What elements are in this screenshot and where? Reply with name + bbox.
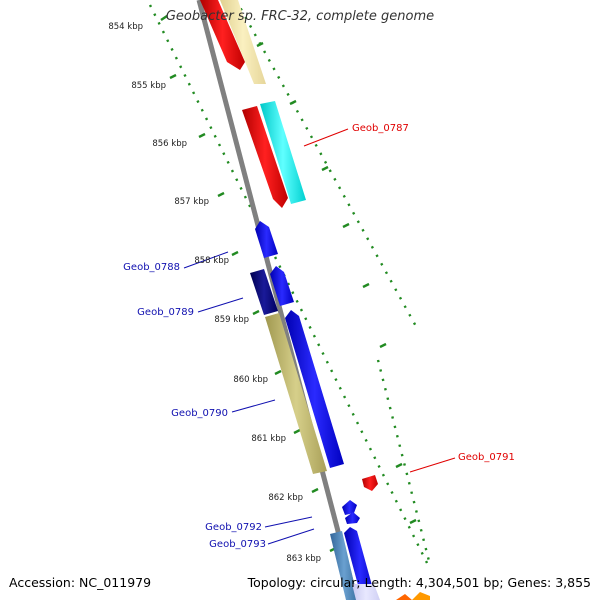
tick-label: 860 kbp [233,375,268,385]
tick-label: 854 kbp [108,22,143,32]
gene-features [200,0,430,600]
major-ticks [160,15,337,553]
tick-label: 858 kbp [194,256,229,266]
gene-label-geob-0792[interactable]: Geob_0792 [205,522,262,533]
tick-label: 861 kbp [251,434,286,444]
gene-feature [255,221,278,258]
tick-label: 856 kbp [152,139,187,149]
tick-label: 863 kbp [286,554,321,564]
tick-label: 857 kbp [174,197,209,207]
accession-text: Accession: NC_011979 [9,575,152,590]
genome-summary-text: Topology: circular; Length: 4,304,501 bp… [247,575,591,590]
gene-feature [270,266,294,306]
gene-feature [200,0,245,70]
gene-feature [260,101,306,204]
gene-feature [342,500,357,515]
gene-feature [330,531,358,600]
gene-labels: Geob_0787 Geob_0788 Geob_0789 Geob_0790 … [123,123,515,550]
map-title: Geobacter sp. FRC-32, complete genome [165,9,435,24]
gene-label-geob-0793[interactable]: Geob_0793 [209,539,266,550]
inner-tick-rail-lower [376,359,432,566]
gene-feature [242,106,288,208]
gene-feature [220,0,266,84]
genome-backbone [196,0,359,600]
gene-label-geob-0789[interactable]: Geob_0789 [137,307,194,318]
gene-label-geob-0791[interactable]: Geob_0791 [458,452,515,463]
gene-feature [345,512,360,524]
gene-feature [352,584,380,600]
tick-label: 862 kbp [268,493,303,503]
gene-feature [362,475,378,491]
gene-feature [265,313,327,474]
gene-feature [344,527,376,600]
gene-feature [396,594,412,600]
gene-label-geob-0790[interactable]: Geob_0790 [171,408,228,419]
tick-label: 859 kbp [214,315,249,325]
gene-label-geob-0788[interactable]: Geob_0788 [123,262,180,273]
gene-feature [412,592,430,600]
inner-major-ticks [256,41,417,525]
gene-feature [285,310,344,468]
gene-label-geob-0787[interactable]: Geob_0787 [352,123,409,134]
leader-lines [183,128,456,545]
tick-label: 855 kbp [131,81,166,91]
outer-tick-rail [148,4,430,566]
tick-labels: 854 kbp 855 kbp 856 kbp 857 kbp 858 kbp … [108,22,321,564]
gene-feature [250,269,278,315]
